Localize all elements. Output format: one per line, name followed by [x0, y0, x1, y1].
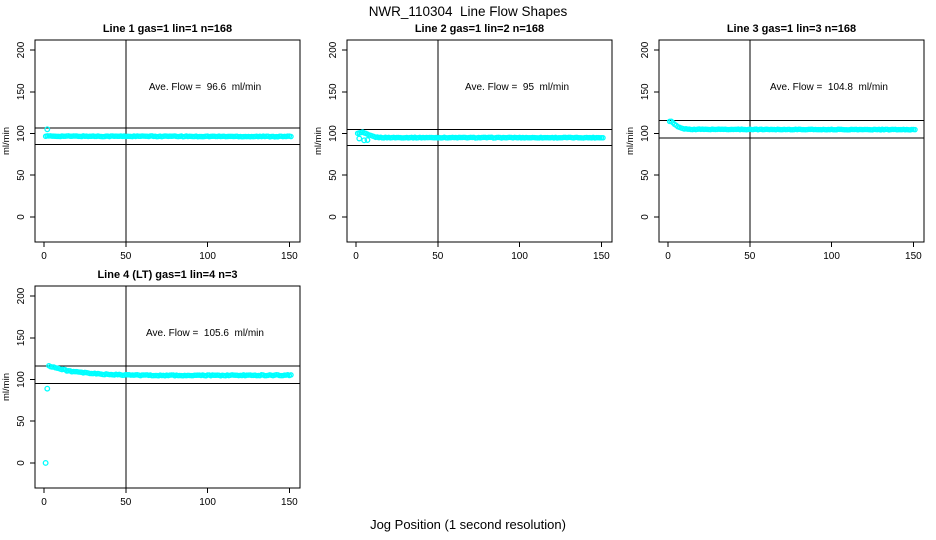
y-tick-label: 100 — [16, 371, 27, 388]
data-points — [42, 362, 294, 466]
panel-title: Line 1 gas=1 lin=1 n=168 — [102, 23, 233, 35]
x-tick-label: 0 — [665, 251, 671, 262]
y-tick-label: 150 — [16, 329, 27, 346]
axes — [654, 39, 925, 247]
x-tick-label: 0 — [41, 497, 47, 508]
data-points — [666, 118, 918, 133]
axes — [30, 39, 301, 247]
flow-point — [288, 133, 294, 140]
x-tick-label: 100 — [823, 251, 840, 262]
axes — [30, 285, 301, 493]
y-tick-label: 0 — [16, 460, 27, 466]
data-points — [42, 126, 294, 140]
y-axis-title: ml/min — [1, 127, 12, 155]
ave-flow-annotation: Ave. Flow = 105.6 ml/min — [146, 328, 264, 339]
flow-outlier-point — [356, 135, 363, 142]
plot-box — [34, 285, 301, 489]
y-tick-label: 150 — [16, 83, 27, 100]
plot-box — [658, 39, 925, 243]
x-tick-label: 0 — [353, 251, 359, 262]
y-tick-label: 100 — [16, 125, 27, 142]
figure-title: NWR_110304 Line Flow Shapes — [368, 4, 568, 19]
y-tick-label: 100 — [328, 125, 339, 142]
panel-title: Line 2 gas=1 lin=2 n=168 — [414, 23, 545, 35]
x-tick-label: 50 — [120, 497, 132, 508]
flow-outlier-point — [44, 385, 51, 392]
y-tick-label: 150 — [328, 83, 339, 100]
flow-outlier-point — [364, 137, 371, 143]
y-tick-label: 50 — [16, 169, 27, 181]
x-tick-label: 150 — [281, 497, 298, 508]
y-tick-label: 100 — [640, 125, 651, 142]
x-axis-label: Jog Position (1 second resolution) — [370, 517, 566, 532]
plot-box — [34, 39, 301, 243]
scatter-plot-line-3: 0 50 100 150 0 50 100 150 200 ml/min — [625, 39, 925, 262]
flow-outlier-point — [44, 126, 51, 133]
y-tick-label: 0 — [328, 214, 339, 220]
flow-outlier-point — [361, 137, 368, 144]
flow-point — [600, 135, 606, 141]
y-tick-label: 200 — [16, 41, 27, 58]
y-tick-label: 200 — [640, 41, 651, 58]
scatter-plot-line-4-lt: 0 50 100 150 0 50 100 150 200 ml/min — [1, 285, 301, 508]
x-tick-label: 50 — [744, 251, 756, 262]
plot-box — [346, 39, 613, 243]
ave-flow-annotation: Ave. Flow = 104.8 ml/min — [770, 82, 888, 93]
panel-line-2: Line 2 gas=1 lin=2 n=168 0 50 100 150 0 50 100… — [312, 20, 624, 270]
panel-line-1: Line 1 gas=1 lin=1 n=168 0 50 100 150 0 50 100… — [0, 20, 312, 270]
flow-point — [288, 372, 294, 378]
y-tick-label: 200 — [328, 41, 339, 58]
x-tick-label: 150 — [593, 251, 610, 262]
x-tick-label: 0 — [41, 251, 47, 262]
flow-outlier-point — [42, 460, 49, 466]
y-axis-title: ml/min — [313, 127, 324, 155]
x-tick-label: 150 — [281, 251, 298, 262]
y-tick-label: 50 — [16, 415, 27, 427]
y-tick-label: 50 — [328, 169, 339, 181]
x-tick-label: 100 — [199, 251, 216, 262]
panel-title: Line 4 (LT) gas=1 lin=4 n=3 — [97, 269, 238, 281]
scatter-plot-line-2: 0 50 100 150 0 50 100 150 200 ml/min — [313, 39, 613, 262]
y-tick-label: 50 — [640, 169, 651, 181]
y-axis-title: ml/min — [1, 373, 12, 401]
data-points — [354, 129, 606, 144]
x-tick-label: 100 — [199, 497, 216, 508]
ave-flow-annotation: Ave. Flow = 96.6 ml/min — [148, 82, 262, 93]
flow-point — [912, 126, 918, 133]
y-axis-title: ml/min — [625, 127, 636, 155]
x-tick-label: 100 — [511, 251, 528, 262]
panel-title: Line 3 gas=1 lin=3 n=168 — [726, 23, 857, 35]
x-tick-label: 150 — [905, 251, 922, 262]
scatter-plot-line-1: 0 50 100 150 0 50 100 150 200 ml/min — [1, 39, 301, 262]
x-tick-label: 50 — [120, 251, 132, 262]
x-tick-label: 50 — [432, 251, 444, 262]
y-tick-label: 200 — [16, 287, 27, 304]
ave-flow-annotation: Ave. Flow = 95 ml/min — [464, 82, 570, 93]
panel-line-3: Line 3 gas=1 lin=3 n=168 0 50 100 150 0 50 100… — [624, 20, 936, 270]
y-tick-label: 0 — [640, 214, 651, 220]
panel-line-4-lt: Line 4 (LT) gas=1 lin=4 n=3 0 50 100 150 0 50… — [0, 266, 312, 516]
y-tick-label: 150 — [640, 83, 651, 100]
axes — [342, 39, 613, 247]
y-tick-label: 0 — [16, 214, 27, 220]
